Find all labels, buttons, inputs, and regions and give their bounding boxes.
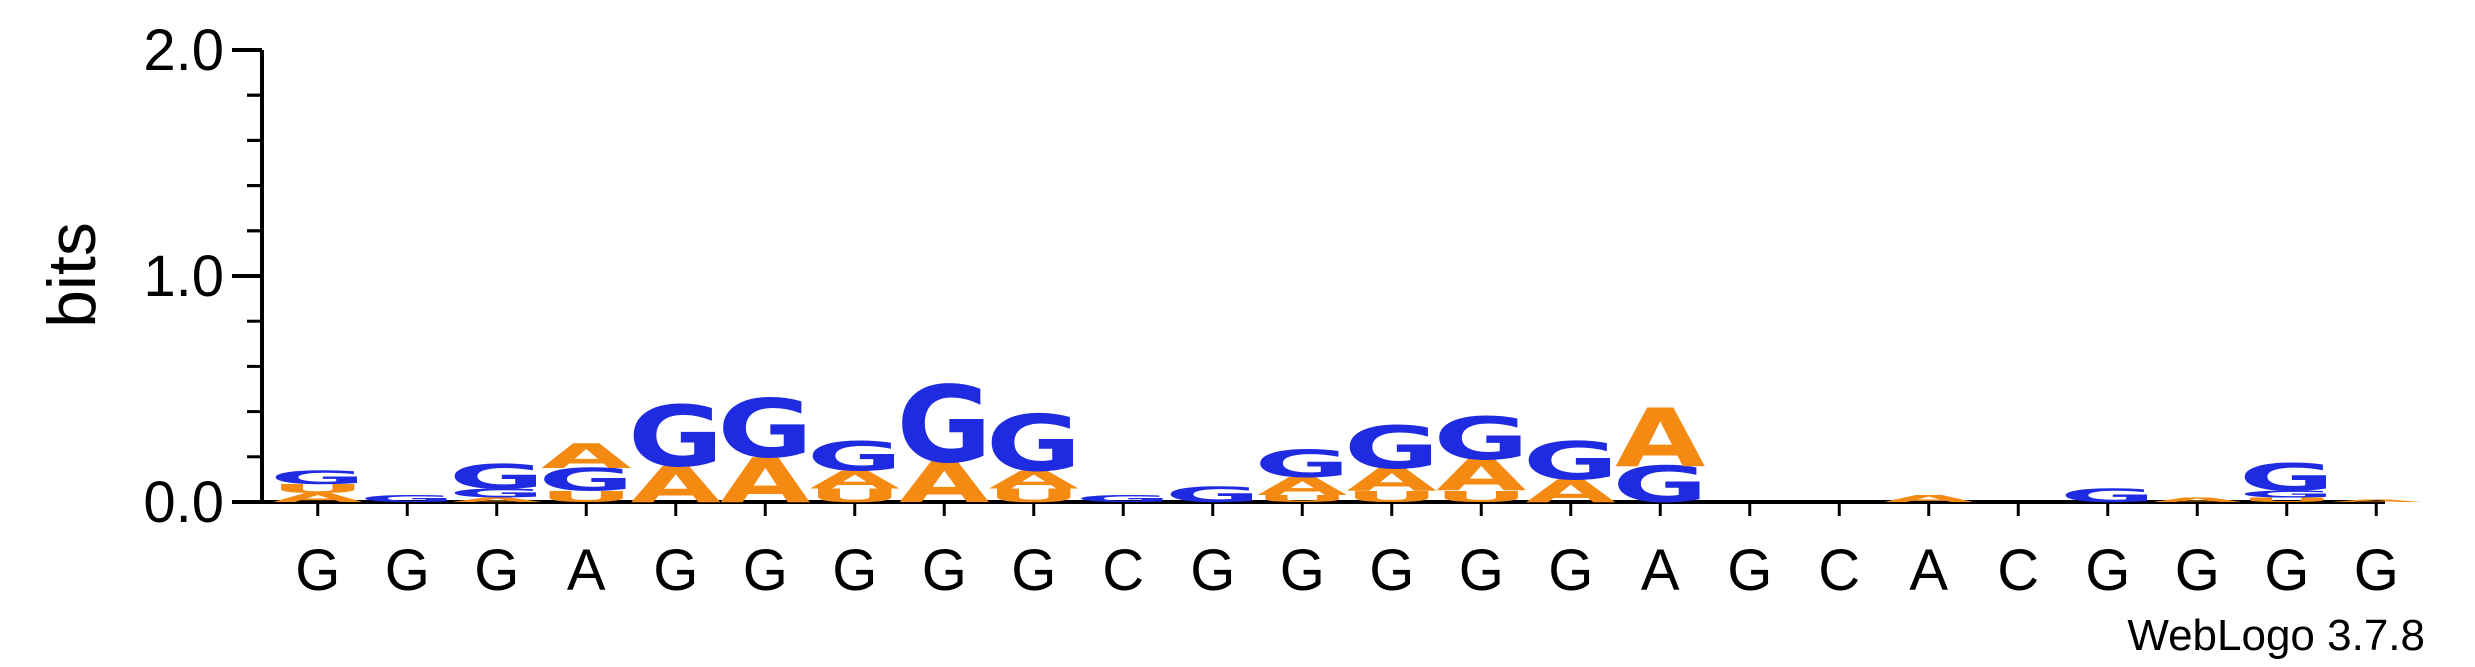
x-tick-label: G bbox=[1011, 538, 1056, 603]
logo-letter-G: G bbox=[628, 388, 724, 485]
x-tick-label: G bbox=[2354, 538, 2399, 603]
x-tick-label: G bbox=[1280, 538, 1325, 603]
x-tick-label: G bbox=[922, 538, 967, 603]
logo-letter-U: U bbox=[2239, 496, 2334, 503]
x-tick-label: G bbox=[295, 538, 340, 603]
y-tick-label: 0.0 bbox=[143, 470, 224, 535]
logo-letter-G: G bbox=[2239, 489, 2335, 500]
logo-letter-U: U bbox=[807, 485, 902, 507]
x-tick-label: G bbox=[385, 538, 430, 603]
logo-letter-G: G bbox=[359, 493, 455, 504]
x-tick-label: G bbox=[1727, 538, 1772, 603]
logo-letter-G: G bbox=[270, 467, 366, 489]
x-tick-label: G bbox=[2264, 538, 2309, 603]
logo-letter-A: A bbox=[1257, 472, 1347, 501]
y-ticks: 0.0 1.0 2.0 bbox=[143, 18, 262, 535]
logo-letter-G: G bbox=[1165, 482, 1261, 507]
logo-letter-A: A bbox=[1884, 493, 1974, 504]
logo-letter-U: U bbox=[1255, 493, 1350, 504]
logo-letter-G: G bbox=[1075, 493, 1171, 504]
x-tick-label: G bbox=[1548, 538, 1593, 603]
logo-letter-G: G bbox=[896, 365, 992, 487]
x-tick-label: A bbox=[1641, 538, 1680, 603]
logo-letter-G: G bbox=[1344, 413, 1440, 482]
logo-letter-A: A bbox=[1436, 450, 1526, 501]
x-tick-label: G bbox=[1369, 538, 1414, 603]
logo-letter-A: A bbox=[1615, 391, 1706, 485]
x-tick-label: C bbox=[1997, 538, 2039, 603]
logo-letter-A: A bbox=[810, 466, 900, 495]
x-tick-label: G bbox=[653, 538, 698, 603]
x-tick-label: G bbox=[474, 538, 519, 603]
x-tick-label: G bbox=[743, 538, 788, 603]
logo-letter-A: A bbox=[273, 491, 363, 505]
logo-letter-U: U bbox=[986, 485, 1081, 507]
logo-letter-G: G bbox=[1612, 457, 1708, 514]
logo-letter-G: G bbox=[717, 382, 813, 476]
x-tick-label: C bbox=[1102, 538, 1144, 603]
logo-letter-A: A bbox=[1347, 462, 1437, 498]
x-tick-label: G bbox=[2085, 538, 2130, 603]
logo-letter-A: A bbox=[989, 466, 1079, 495]
x-tick-label: G bbox=[832, 538, 877, 603]
x-tick-label: G bbox=[2175, 538, 2220, 603]
logo-letter-G: G bbox=[449, 486, 545, 500]
x-tick-label: A bbox=[1909, 538, 1948, 603]
y-tick-label: 1.0 bbox=[143, 244, 224, 309]
logo-letter-A: A bbox=[2331, 499, 2421, 503]
logo-letter-U: U bbox=[539, 488, 634, 506]
x-tick-label: G bbox=[1190, 538, 1235, 603]
x-tick-label: G bbox=[1459, 538, 1504, 603]
x-tick-label: A bbox=[567, 538, 606, 603]
logo-letter-G: G bbox=[1523, 431, 1619, 492]
y-axis-label: bits bbox=[34, 222, 110, 328]
logo-letter-U: U bbox=[270, 481, 365, 495]
logo-letter-A: A bbox=[2152, 496, 2242, 503]
logo-letter-G: G bbox=[1254, 443, 1350, 486]
y-tick-label: 2.0 bbox=[143, 18, 224, 83]
logo-letter-A: A bbox=[541, 437, 632, 477]
logo-letter-A: A bbox=[1526, 474, 1616, 510]
logo-letter-G: G bbox=[2060, 485, 2156, 507]
logo-letter-U: U bbox=[1434, 488, 1529, 506]
logo-letter-A: A bbox=[899, 450, 990, 515]
logo-letter-A: A bbox=[452, 496, 542, 503]
x-tick-label: C bbox=[1818, 538, 1860, 603]
logo-letter-U: U bbox=[1344, 488, 1439, 506]
weblogo-credit: WebLogo 3.7.8 bbox=[2127, 611, 2425, 660]
logo-letter-A: A bbox=[631, 457, 721, 514]
logo-letter-G: G bbox=[538, 462, 634, 498]
logo-letter-G: G bbox=[2239, 457, 2335, 500]
logo-letter-G: G bbox=[449, 457, 545, 497]
logo-letter-G: G bbox=[807, 433, 903, 480]
logo-letter-A: A bbox=[720, 445, 810, 517]
logo-letter-G: G bbox=[1433, 404, 1529, 473]
logo-letter-G: G bbox=[986, 399, 1082, 489]
